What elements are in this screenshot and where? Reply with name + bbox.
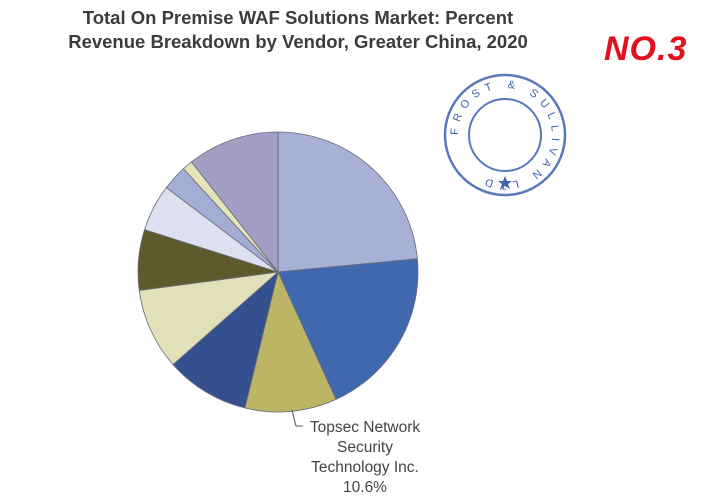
chart-title-line-1: Total On Premise WAF Solutions Market: P…: [82, 7, 514, 28]
slice-label-topsec: Topsec Network Security Technology Inc. …: [300, 418, 430, 498]
pie-slice-4: [172, 270, 279, 409]
slice-label-value: 10.6%: [343, 479, 387, 496]
svg-text:FROST & SULLIVAN LTD: FROST & SULLIVAN LTD: [449, 79, 561, 191]
pie-slice-10: [190, 131, 279, 274]
slice-label-name: Topsec Network Security Technology Inc.: [309, 419, 421, 476]
pie-slice-5: [138, 271, 280, 366]
rank-badge: NO.3: [604, 30, 688, 68]
company-stamp: FROST & SULLIVAN LTD: [443, 73, 567, 197]
stamp-lettering: FROST & SULLIVAN LTD: [449, 79, 561, 191]
pie-slice-2: [277, 258, 419, 400]
pie-slice-1: [277, 131, 418, 273]
pie-slice-3: [244, 270, 337, 413]
star-icon: [498, 176, 512, 189]
chart-title: Total On Premise WAF Solutions Market: P…: [18, 6, 578, 54]
chart-title-line-2: Revenue Breakdown by Vendor, Greater Chi…: [68, 31, 528, 52]
